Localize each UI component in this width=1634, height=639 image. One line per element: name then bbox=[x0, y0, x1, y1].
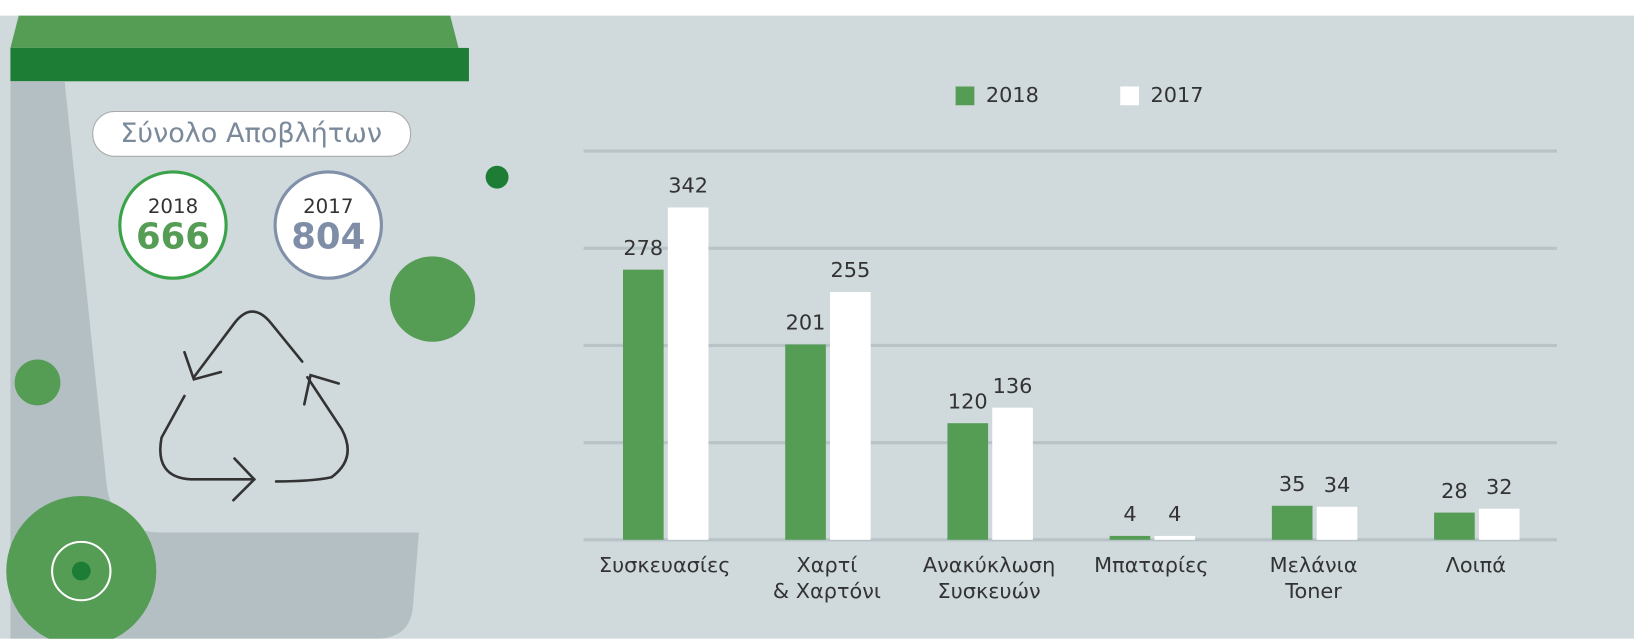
dot bbox=[485, 165, 509, 189]
value-label: 201 bbox=[786, 311, 826, 335]
bar bbox=[622, 269, 664, 540]
bin-rim bbox=[10, 47, 469, 82]
total-value: 804 bbox=[291, 217, 365, 258]
bar bbox=[947, 423, 989, 540]
value-label: 136 bbox=[993, 374, 1033, 398]
wheel-hub bbox=[71, 561, 91, 581]
x-tick-label: Χαρτί & Χαρτόνι bbox=[772, 552, 881, 604]
dot bbox=[14, 359, 61, 406]
bar bbox=[1316, 506, 1358, 540]
bar bbox=[992, 407, 1033, 540]
total-circle bbox=[273, 170, 383, 280]
x-tick-label: Λοιπά bbox=[1445, 552, 1506, 578]
legend-label: 2018 bbox=[986, 83, 1039, 107]
bin-lid bbox=[10, 15, 459, 48]
value-label: 278 bbox=[623, 236, 663, 260]
value-label: 255 bbox=[830, 258, 870, 282]
value-label: 32 bbox=[1486, 475, 1513, 499]
value-label: 28 bbox=[1441, 479, 1468, 503]
value-label: 120 bbox=[948, 389, 988, 413]
summary-title: Σύνολο Αποβλήτων bbox=[120, 118, 382, 149]
total-value: 666 bbox=[136, 217, 210, 258]
total-year: 2018 bbox=[148, 195, 198, 218]
legend-swatch bbox=[1120, 86, 1140, 106]
x-tick-label: Μελάνια Toner bbox=[1269, 552, 1358, 604]
bar bbox=[667, 207, 709, 540]
x-tick-label: Συσκευασίες bbox=[598, 552, 731, 578]
value-label: 4 bbox=[1123, 502, 1136, 526]
recycle-icon bbox=[159, 310, 349, 502]
bar bbox=[1478, 508, 1520, 540]
x-tick-label: Μπαταρίες bbox=[1094, 552, 1209, 578]
bar bbox=[830, 292, 871, 540]
bar bbox=[1154, 535, 1196, 540]
x-tick-label: Ανακύκλωση Συσκευών bbox=[922, 552, 1056, 604]
value-label: 342 bbox=[668, 174, 708, 198]
legend-label: 2017 bbox=[1150, 83, 1203, 107]
bar bbox=[1271, 505, 1313, 540]
total-circle bbox=[118, 170, 228, 280]
value-label: 34 bbox=[1324, 473, 1351, 497]
dot bbox=[389, 256, 476, 342]
title-pill bbox=[92, 110, 412, 157]
value-label: 35 bbox=[1279, 472, 1306, 496]
wheel-ring bbox=[51, 540, 112, 602]
legend-swatch bbox=[955, 86, 975, 106]
bar bbox=[1434, 512, 1475, 540]
total-year: 2017 bbox=[303, 195, 353, 218]
value-label: 4 bbox=[1168, 502, 1181, 526]
bar bbox=[785, 344, 826, 540]
bar bbox=[1109, 535, 1151, 540]
